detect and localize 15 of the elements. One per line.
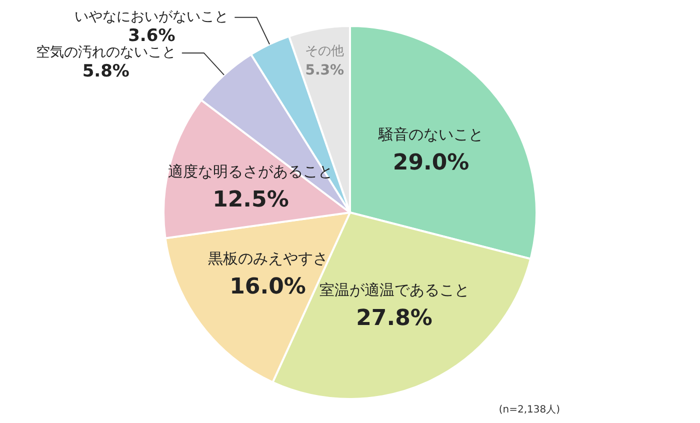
slice-label: いやなにおいがないこと <box>74 8 229 25</box>
data-label: 3.6% <box>128 26 176 46</box>
slice-label: その他 <box>305 44 344 60</box>
text: (n=2,138人) <box>498 404 560 416</box>
slice-label: 適度な明るさがあること <box>168 162 334 181</box>
slice-label: 空気の汚れのないこと <box>36 44 176 61</box>
data-label: 29.0% <box>392 150 470 176</box>
slice-label: 室温が適温であること <box>319 280 470 299</box>
data-label: 12.5% <box>212 187 289 212</box>
data-label: 5.3% <box>305 62 344 78</box>
slice-label: 黒板のみえやすさ <box>208 250 328 268</box>
slice-label: 騒音のないこと <box>378 126 484 144</box>
data-label: 5.8% <box>82 61 130 82</box>
data-label: 16.0% <box>230 274 306 300</box>
data-label: 27.8% <box>356 306 432 331</box>
